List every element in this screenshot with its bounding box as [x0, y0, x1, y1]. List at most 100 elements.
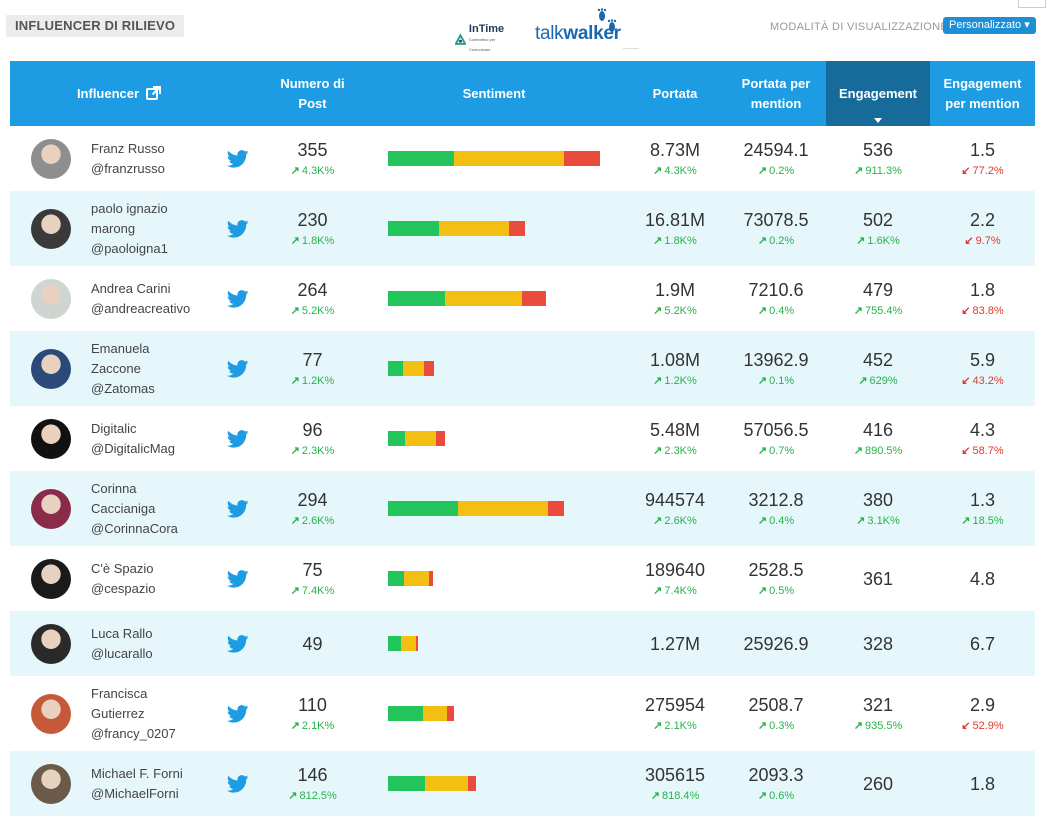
avatar[interactable]: [31, 693, 71, 734]
avatar[interactable]: [31, 418, 71, 459]
influencer-name-line: C'è Spazio: [91, 560, 154, 576]
influencer-handle: @CorinnaCora: [91, 520, 178, 536]
reach-per-mention-cell: 2093.3 ↗ 0.6%: [726, 764, 826, 803]
influencer-name[interactable]: Emanuela Zaccone @Zatomas: [91, 339, 155, 399]
trend-up-icon: ↗: [290, 164, 300, 177]
twitter-icon[interactable]: [227, 634, 249, 653]
column-header-sentiment[interactable]: Sentiment: [388, 61, 600, 126]
reach-trend: ↗ 2.6K%: [625, 514, 725, 528]
sentiment-bar[interactable]: [388, 430, 445, 446]
reach-trend: ↗ 2.3K%: [625, 444, 725, 458]
reach-trend-value: 2.3K%: [664, 444, 697, 457]
avatar[interactable]: [31, 488, 71, 529]
sentiment-bar[interactable]: [388, 290, 546, 306]
table-row[interactable]: Corinna Caccianiga @CorinnaCora 294 ↗ 2.6K% 94…: [10, 471, 1035, 546]
posts-cell: 96 ↗ 2.3K%: [265, 419, 360, 458]
posts-cell: 355 ↗ 4.3K%: [265, 139, 360, 178]
influencer-name[interactable]: Digitalic @DigitalicMag: [91, 419, 175, 459]
reach-cell: 5.48M ↗ 2.3K%: [625, 419, 725, 458]
twitter-icon[interactable]: [227, 774, 249, 793]
influencer-name[interactable]: Corinna Caccianiga @CorinnaCora: [91, 479, 178, 539]
twitter-icon[interactable]: [227, 149, 249, 168]
reach-per-mention-cell: 7210.6 ↗ 0.4%: [726, 279, 826, 318]
column-header-engagement-label: Engagement: [838, 85, 917, 101]
sentiment-negative-segment: [522, 290, 546, 306]
posts-value: 230: [297, 209, 328, 230]
reach-value: 1.27M: [649, 633, 701, 654]
twitter-icon[interactable]: [227, 219, 249, 238]
table-row[interactable]: paolo ignazio marong @paoloigna1 230 ↗ 1.8K% 1…: [10, 191, 1035, 266]
column-header-reach-per-mention[interactable]: Portata per mention: [726, 61, 826, 126]
column-header-reach[interactable]: Portata: [625, 61, 725, 126]
sentiment-bar[interactable]: [388, 635, 418, 651]
view-mode-dropdown[interactable]: Personalizzato ▾: [943, 17, 1036, 34]
sentiment-negative-segment: [548, 500, 564, 516]
table-row[interactable]: Michael F. Forni @MichaelForni 146 ↗ 812.5% 3…: [10, 751, 1035, 816]
twitter-icon[interactable]: [227, 704, 249, 723]
posts-trend-value: 1.8K%: [301, 234, 335, 247]
reach-trend-value: 1.2K%: [664, 374, 697, 387]
influencer-name[interactable]: paolo ignazio marong @paoloigna1: [91, 199, 168, 259]
trend-up-icon: ↗: [854, 164, 864, 177]
column-header-posts[interactable]: Numero di Post: [265, 61, 360, 126]
avatar[interactable]: [31, 208, 71, 249]
column-header-engagement[interactable]: Engagement: [826, 61, 930, 126]
engagement-per-mention-value: 1.8: [969, 279, 996, 300]
influencer-name[interactable]: Andrea Carini @andreacreativo: [91, 279, 190, 319]
posts-cell: 77 ↗ 1.2K%: [265, 349, 360, 388]
avatar[interactable]: [31, 558, 71, 599]
twitter-icon[interactable]: [227, 569, 249, 588]
sentiment-bar[interactable]: [388, 705, 454, 721]
sentiment-bar[interactable]: [388, 500, 564, 516]
sentiment-negative-segment: [424, 360, 434, 376]
sentiment-neutral-segment: [405, 430, 436, 446]
table-row[interactable]: Digitalic @DigitalicMag 96 ↗ 2.3K% 5.48M ↗ 2.3K…: [10, 406, 1035, 471]
sentiment-bar[interactable]: [388, 150, 600, 166]
engagement-trend: ↗ 1.6K%: [826, 234, 930, 248]
trend-up-icon: ↗: [757, 234, 768, 247]
table-row[interactable]: Franz Russo @franzrusso 355 ↗ 4.3K% 8.73M ↗ 4.3…: [10, 126, 1035, 191]
column-header-engagement-per-mention[interactable]: Engagement per mention: [930, 61, 1035, 126]
column-header-posts-line1: Numero di: [280, 75, 345, 91]
posts-value: 110: [298, 694, 327, 715]
influencer-name[interactable]: Francisca Gutierrez @francy_0207: [91, 684, 176, 744]
engagement-per-mention-cell: 1.3 ↗ 18.5%: [930, 489, 1035, 528]
avatar[interactable]: [31, 278, 71, 319]
posts-trend: ↗ 812.5%: [265, 789, 360, 803]
table-row[interactable]: Luca Rallo @lucarallo 49 1.27M 25926.9 328 6.7: [10, 611, 1035, 676]
engagement-per-mention-trend-value: 77.2%: [972, 164, 1004, 177]
corner-button[interactable]: [1018, 0, 1046, 8]
reach-value: 944574: [644, 489, 706, 510]
avatar[interactable]: [31, 138, 71, 179]
twitter-icon[interactable]: [227, 499, 249, 518]
sentiment-bar[interactable]: [388, 220, 525, 236]
posts-trend: ↗ 2.6K%: [265, 514, 360, 528]
sentiment-bar[interactable]: [388, 775, 476, 791]
trend-up-icon: ↗: [653, 719, 663, 732]
sentiment-bar[interactable]: [388, 360, 434, 376]
influencer-name[interactable]: Franz Russo @franzrusso: [91, 139, 165, 179]
engagement-per-mention-trend: ↙ 52.9%: [930, 719, 1035, 733]
twitter-icon[interactable]: [227, 429, 249, 448]
table-row[interactable]: Andrea Carini @andreacreativo 264 ↗ 5.2K% 1.9…: [10, 266, 1035, 331]
reach-value: 305615: [644, 764, 706, 785]
column-header-influencer[interactable]: Influencer: [10, 61, 228, 126]
sentiment-neutral-segment: [454, 150, 564, 166]
table-row[interactable]: C'è Spazio @cespazio 75 ↗ 7.4K% 189640 ↗ 7.4K% 2…: [10, 546, 1035, 611]
external-link-icon[interactable]: [146, 86, 162, 101]
influencer-name[interactable]: C'è Spazio @cespazio: [91, 559, 156, 599]
engagement-trend: ↗ 755.4%: [826, 304, 930, 318]
table-row[interactable]: Emanuela Zaccone @Zatomas 77 ↗ 1.2K% 1.08M ↗ 1.2…: [10, 331, 1035, 406]
twitter-icon[interactable]: [227, 359, 249, 378]
twitter-icon[interactable]: [227, 289, 249, 308]
influencer-name[interactable]: Luca Rallo @lucarallo: [91, 624, 153, 664]
sentiment-positive-segment: [388, 150, 454, 166]
influencer-name[interactable]: Michael F. Forni @MichaelForni: [91, 764, 183, 804]
avatar[interactable]: [31, 348, 71, 389]
sentiment-bar[interactable]: [388, 570, 433, 586]
avatar[interactable]: [31, 623, 71, 664]
avatar[interactable]: [31, 763, 71, 804]
engagement-trend-value: 890.5%: [864, 444, 903, 457]
table-row[interactable]: Francisca Gutierrez @francy_0207 110 ↗ 2.1K% 2…: [10, 676, 1035, 751]
page-title: INFLUENCER DI RILIEVO: [6, 15, 185, 37]
